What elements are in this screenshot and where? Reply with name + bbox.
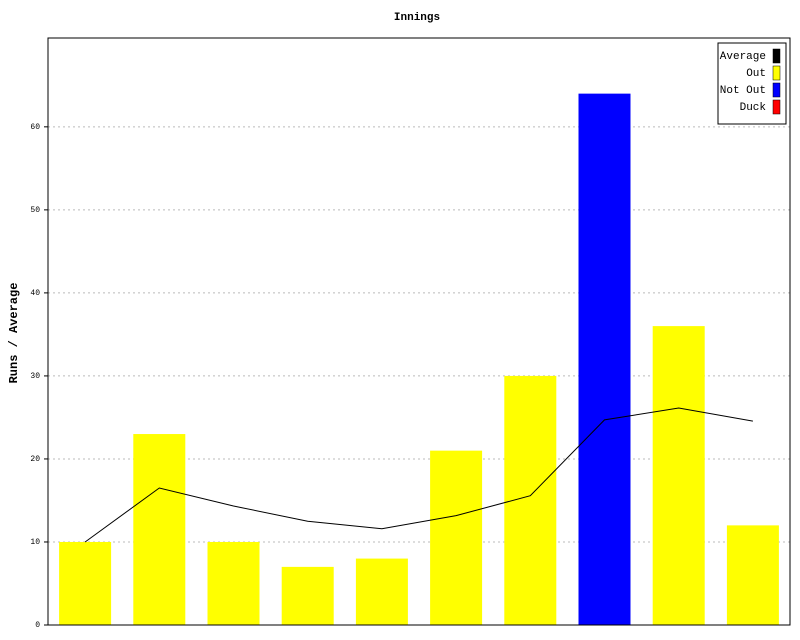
legend-swatch: [772, 99, 781, 115]
y-axis-label: Runs / Average: [7, 283, 21, 384]
bar: [59, 541, 112, 625]
average-line: [84, 407, 753, 543]
y-tick-label: 20: [30, 455, 40, 464]
legend-label: Average: [720, 51, 766, 63]
legend-label: Not Out: [720, 85, 766, 97]
bar: [652, 326, 705, 625]
bar: [355, 558, 408, 625]
bar: [578, 93, 631, 626]
legend-swatch: [772, 82, 781, 98]
plot-frame: [47, 37, 791, 626]
bar: [133, 434, 186, 625]
y-tick-label: 60: [30, 123, 40, 132]
legend-label: Out: [746, 68, 766, 80]
bar: [430, 450, 483, 625]
bar: [726, 525, 779, 625]
bar: [207, 541, 260, 625]
y-tick-label: 30: [30, 372, 40, 381]
chart-title: Innings: [394, 12, 440, 24]
legend-label: Duck: [740, 102, 767, 114]
y-tick-label: 40: [30, 289, 40, 298]
legend-swatch: [772, 65, 781, 81]
y-tick-label: 10: [30, 538, 40, 547]
y-tick-label: 50: [30, 206, 40, 215]
y-tick-label: 0: [35, 621, 40, 630]
bar: [281, 566, 334, 625]
legend-swatch: [772, 48, 781, 64]
